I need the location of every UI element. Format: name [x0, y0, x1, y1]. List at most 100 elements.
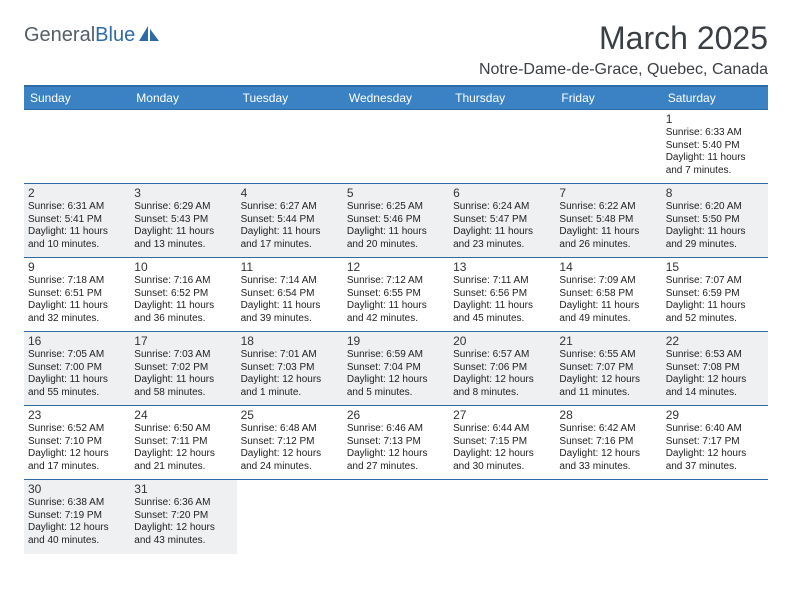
calendar-cell: 8Sunrise: 6:20 AMSunset: 5:50 PMDaylight… — [662, 184, 768, 258]
daylight-text-1: Daylight: 12 hours — [134, 522, 232, 535]
daylight-text-1: Daylight: 11 hours — [241, 300, 339, 313]
header-row: General Blue March 2025 Notre-Dame-de-Gr… — [24, 20, 768, 85]
day-info: Sunrise: 6:44 AMSunset: 7:15 PMDaylight:… — [453, 423, 551, 473]
sunrise-text: Sunrise: 6:42 AM — [559, 423, 657, 436]
sunrise-text: Sunrise: 6:33 AM — [666, 127, 764, 140]
day-number: 29 — [666, 408, 764, 422]
day-number: 20 — [453, 334, 551, 348]
daylight-text-2: and 5 minutes. — [347, 387, 445, 400]
sunrise-text: Sunrise: 6:38 AM — [28, 497, 126, 510]
calendar-week: 16Sunrise: 7:05 AMSunset: 7:00 PMDayligh… — [24, 332, 768, 406]
daylight-text-1: Daylight: 11 hours — [134, 300, 232, 313]
sunset-text: Sunset: 7:12 PM — [241, 436, 339, 449]
day-info: Sunrise: 6:50 AMSunset: 7:11 PMDaylight:… — [134, 423, 232, 473]
calendar-cell: 20Sunrise: 6:57 AMSunset: 7:06 PMDayligh… — [449, 332, 555, 406]
day-number: 28 — [559, 408, 657, 422]
daylight-text-1: Daylight: 12 hours — [559, 448, 657, 461]
calendar-cell: 22Sunrise: 6:53 AMSunset: 7:08 PMDayligh… — [662, 332, 768, 406]
daylight-text-2: and 39 minutes. — [241, 313, 339, 326]
sunset-text: Sunset: 7:19 PM — [28, 510, 126, 523]
daylight-text-2: and 14 minutes. — [666, 387, 764, 400]
day-number: 17 — [134, 334, 232, 348]
daylight-text-1: Daylight: 12 hours — [241, 374, 339, 387]
day-number: 12 — [347, 260, 445, 274]
daylight-text-1: Daylight: 12 hours — [453, 374, 551, 387]
daylight-text-1: Daylight: 11 hours — [28, 226, 126, 239]
day-number: 4 — [241, 186, 339, 200]
daylight-text-2: and 1 minute. — [241, 387, 339, 400]
calendar-cell: 3Sunrise: 6:29 AMSunset: 5:43 PMDaylight… — [130, 184, 236, 258]
sunrise-text: Sunrise: 6:29 AM — [134, 201, 232, 214]
sunrise-text: Sunrise: 7:12 AM — [347, 275, 445, 288]
daylight-text-2: and 33 minutes. — [559, 461, 657, 474]
daylight-text-2: and 21 minutes. — [134, 461, 232, 474]
day-number: 27 — [453, 408, 551, 422]
day-info: Sunrise: 7:01 AMSunset: 7:03 PMDaylight:… — [241, 349, 339, 399]
daylight-text-1: Daylight: 11 hours — [666, 152, 764, 165]
day-number: 31 — [134, 482, 232, 496]
daylight-text-1: Daylight: 12 hours — [28, 522, 126, 535]
daylight-text-2: and 7 minutes. — [666, 165, 764, 178]
sunrise-text: Sunrise: 7:01 AM — [241, 349, 339, 362]
daylight-text-1: Daylight: 11 hours — [241, 226, 339, 239]
daylight-text-1: Daylight: 11 hours — [453, 300, 551, 313]
daylight-text-2: and 29 minutes. — [666, 239, 764, 252]
daylight-text-2: and 10 minutes. — [28, 239, 126, 252]
daylight-text-1: Daylight: 12 hours — [134, 448, 232, 461]
daylight-text-1: Daylight: 11 hours — [347, 226, 445, 239]
day-number: 11 — [241, 260, 339, 274]
day-info: Sunrise: 7:09 AMSunset: 6:58 PMDaylight:… — [559, 275, 657, 325]
day-info: Sunrise: 6:38 AMSunset: 7:19 PMDaylight:… — [28, 497, 126, 547]
day-number: 5 — [347, 186, 445, 200]
calendar-cell: 31Sunrise: 6:36 AMSunset: 7:20 PMDayligh… — [130, 480, 236, 554]
calendar-cell — [449, 110, 555, 184]
day-info: Sunrise: 6:22 AMSunset: 5:48 PMDaylight:… — [559, 201, 657, 251]
sunrise-text: Sunrise: 6:53 AM — [666, 349, 764, 362]
calendar-cell — [237, 110, 343, 184]
sunrise-text: Sunrise: 7:09 AM — [559, 275, 657, 288]
calendar-cell: 23Sunrise: 6:52 AMSunset: 7:10 PMDayligh… — [24, 406, 130, 480]
calendar-cell: 28Sunrise: 6:42 AMSunset: 7:16 PMDayligh… — [555, 406, 661, 480]
daylight-text-2: and 17 minutes. — [28, 461, 126, 474]
calendar-cell: 21Sunrise: 6:55 AMSunset: 7:07 PMDayligh… — [555, 332, 661, 406]
daylight-text-1: Daylight: 11 hours — [28, 374, 126, 387]
calendar-table: SundayMondayTuesdayWednesdayThursdayFrid… — [24, 85, 768, 554]
daylight-text-2: and 32 minutes. — [28, 313, 126, 326]
daylight-text-1: Daylight: 11 hours — [453, 226, 551, 239]
day-header: Tuesday — [237, 86, 343, 110]
day-info: Sunrise: 6:53 AMSunset: 7:08 PMDaylight:… — [666, 349, 764, 399]
calendar-cell — [555, 480, 661, 554]
sunset-text: Sunset: 7:08 PM — [666, 362, 764, 375]
calendar-week: 1Sunrise: 6:33 AMSunset: 5:40 PMDaylight… — [24, 110, 768, 184]
daylight-text-1: Daylight: 11 hours — [134, 226, 232, 239]
calendar-cell — [555, 110, 661, 184]
sunset-text: Sunset: 5:48 PM — [559, 214, 657, 227]
sunset-text: Sunset: 7:11 PM — [134, 436, 232, 449]
sunset-text: Sunset: 7:20 PM — [134, 510, 232, 523]
calendar-cell: 24Sunrise: 6:50 AMSunset: 7:11 PMDayligh… — [130, 406, 236, 480]
daylight-text-1: Daylight: 12 hours — [666, 448, 764, 461]
sail-icon — [139, 24, 161, 47]
calendar-cell: 15Sunrise: 7:07 AMSunset: 6:59 PMDayligh… — [662, 258, 768, 332]
sunrise-text: Sunrise: 6:22 AM — [559, 201, 657, 214]
daylight-text-2: and 40 minutes. — [28, 535, 126, 548]
daylight-text-2: and 52 minutes. — [666, 313, 764, 326]
daylight-text-2: and 23 minutes. — [453, 239, 551, 252]
day-info: Sunrise: 7:05 AMSunset: 7:00 PMDaylight:… — [28, 349, 126, 399]
day-number: 7 — [559, 186, 657, 200]
day-number: 10 — [134, 260, 232, 274]
calendar-cell: 25Sunrise: 6:48 AMSunset: 7:12 PMDayligh… — [237, 406, 343, 480]
day-info: Sunrise: 7:18 AMSunset: 6:51 PMDaylight:… — [28, 275, 126, 325]
sunset-text: Sunset: 6:58 PM — [559, 288, 657, 301]
calendar-cell: 1Sunrise: 6:33 AMSunset: 5:40 PMDaylight… — [662, 110, 768, 184]
daylight-text-1: Daylight: 12 hours — [559, 374, 657, 387]
day-number: 1 — [666, 112, 764, 126]
sunrise-text: Sunrise: 7:16 AM — [134, 275, 232, 288]
day-number: 22 — [666, 334, 764, 348]
daylight-text-1: Daylight: 11 hours — [559, 226, 657, 239]
day-number: 14 — [559, 260, 657, 274]
daylight-text-2: and 17 minutes. — [241, 239, 339, 252]
sunrise-text: Sunrise: 6:36 AM — [134, 497, 232, 510]
calendar-cell: 14Sunrise: 7:09 AMSunset: 6:58 PMDayligh… — [555, 258, 661, 332]
sunset-text: Sunset: 5:46 PM — [347, 214, 445, 227]
